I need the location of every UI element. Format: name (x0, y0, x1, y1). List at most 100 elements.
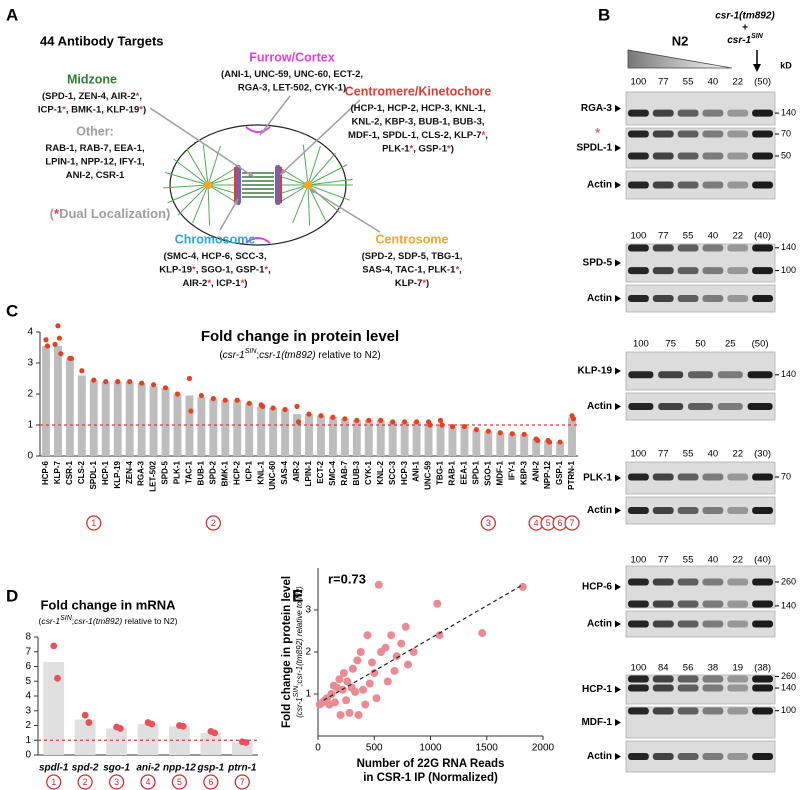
x-tick-label: CSR-1 (65, 460, 74, 485)
lane-label: (30) (754, 449, 771, 460)
text-part: csr-1(tm892) (295, 638, 304, 684)
aster-fiber (307, 164, 348, 186)
bar (269, 407, 278, 456)
aster-fiber (167, 184, 209, 204)
text-run: SAS-4, TAC-1, PLK-1 (362, 264, 456, 275)
band (702, 473, 724, 481)
data-point (50, 642, 58, 650)
text-part: ; (256, 350, 259, 361)
x-tick-label: KNL-2 (376, 460, 385, 484)
group-members: ICP-1*, BMK-1, KLP-19*) (38, 104, 146, 115)
chart-title: Fold change in protein level (201, 328, 399, 345)
band (677, 675, 699, 683)
data-point (186, 375, 193, 382)
text-run: ( (50, 206, 55, 221)
data-point (339, 669, 348, 677)
data-point (343, 677, 352, 686)
text-run: (HCP-1, HCP-2, HCP-3, KNL-1, (350, 103, 485, 114)
text-run: ANI-2, CSR-1 (66, 170, 125, 181)
band (677, 473, 699, 481)
data-point (461, 423, 468, 430)
circled-number: 3 (114, 777, 119, 787)
rescue: csr-1SIN (727, 33, 764, 45)
band (627, 181, 649, 189)
band (727, 600, 749, 608)
lane-label: 38 (708, 663, 719, 674)
furrow (245, 237, 271, 244)
blot (625, 170, 776, 200)
band (652, 295, 674, 302)
data-point (174, 391, 181, 397)
data-point (397, 639, 406, 648)
aster-fiber (292, 184, 309, 224)
bar (376, 420, 385, 456)
band (752, 152, 774, 160)
bar (257, 406, 266, 456)
aster-fiber (165, 172, 209, 186)
group-members: LPIN-1, NPP-12, IFY-1, (45, 156, 144, 167)
data-point (361, 700, 370, 709)
row-pointer (615, 403, 621, 410)
circled-marker (77, 774, 93, 790)
x-tick-label: LET-502 (149, 460, 158, 491)
band (702, 295, 724, 302)
data-point (294, 403, 300, 409)
bar (520, 434, 529, 456)
band (702, 620, 724, 628)
group-name: Other: (76, 124, 114, 138)
row-pointer (615, 686, 621, 693)
band (652, 267, 674, 275)
row-pointer (615, 367, 621, 375)
text-run: , (268, 264, 271, 275)
bar (65, 358, 74, 456)
text-run: * (62, 104, 66, 115)
data-point (521, 431, 527, 437)
data-point (390, 666, 399, 675)
marker-label: 50 (781, 150, 791, 160)
text-run: AIR-2 (183, 278, 208, 289)
band (717, 371, 743, 379)
text-run: ) (244, 278, 247, 289)
x-tick-label: 1000 (419, 743, 442, 754)
centrosome (304, 181, 312, 189)
data-point (534, 437, 541, 444)
text-run: (SMC-4, HCP-6, SCC-3, (164, 251, 267, 262)
lane-label: 100 (630, 231, 646, 242)
band (677, 181, 699, 189)
marker-label: 260 (781, 671, 796, 681)
circled-marker (46, 774, 62, 790)
data-point (409, 648, 418, 656)
data-point (179, 722, 187, 730)
group-name: Furrow/Cortex (249, 50, 334, 64)
band (702, 675, 724, 683)
lane-label: 100 (630, 663, 646, 674)
marker-label: 260 (781, 576, 796, 586)
lane-label: 84 (658, 663, 669, 674)
bar (77, 375, 86, 456)
band (752, 181, 774, 189)
data-point (546, 439, 553, 445)
band (727, 295, 749, 302)
row-label: HCP-6 (582, 582, 612, 593)
bar (113, 381, 122, 456)
row-label: SPDL-1 (576, 143, 612, 154)
bar (532, 438, 541, 456)
band (727, 507, 749, 514)
text-run: RAB-1, RAB-7, EEA-1, (45, 143, 144, 154)
text-run: * (410, 143, 414, 154)
circled-number: 7 (240, 777, 245, 787)
arrow (149, 107, 255, 178)
lane-label: (40) (754, 231, 771, 242)
lane-label: 22 (732, 449, 743, 460)
text-run: ) (451, 143, 454, 154)
band (677, 267, 699, 275)
data-point (336, 711, 345, 719)
lane-label: 19 (732, 663, 743, 674)
x-tick-label: BMK-1 (220, 460, 229, 486)
band (652, 675, 674, 683)
text-run: , GSP-1 (413, 143, 448, 154)
band (752, 109, 774, 117)
band (702, 507, 724, 514)
bar (317, 415, 325, 456)
band (627, 707, 649, 715)
